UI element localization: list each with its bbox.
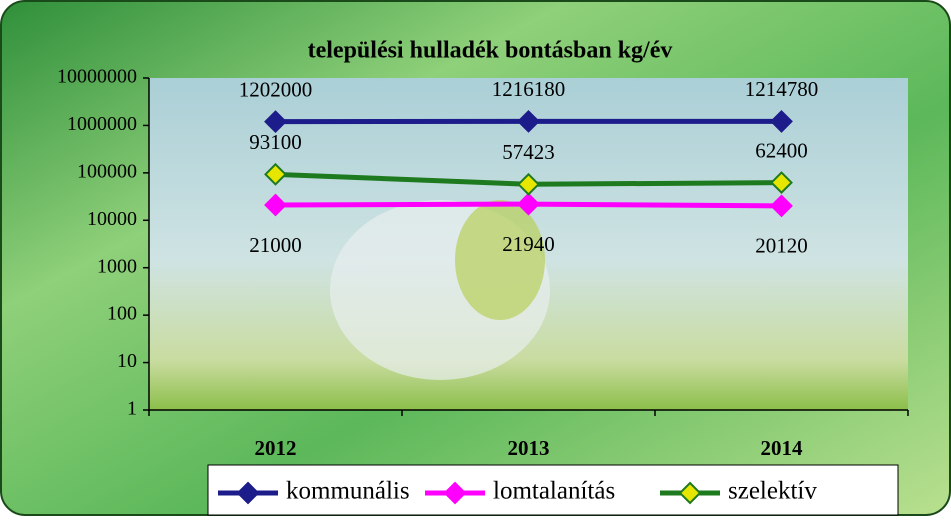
y-tick-label: 10 xyxy=(117,350,137,372)
data-label: 1214780 xyxy=(745,77,819,101)
legend-label: lomtalanítás xyxy=(493,478,615,505)
x-tick-label: 2014 xyxy=(761,436,804,460)
y-tick-label: 1000 xyxy=(97,255,137,277)
data-label: 1202000 xyxy=(239,77,313,101)
data-label: 21940 xyxy=(502,232,555,256)
legend-label: szelektív xyxy=(728,478,817,505)
y-tick-label: 100000 xyxy=(77,160,137,182)
y-tick-label: 1000000 xyxy=(67,113,137,135)
chart-title: települési hulladék bontásban kg/év xyxy=(308,38,673,64)
x-tick-label: 2012 xyxy=(255,436,297,460)
data-label: 1216180 xyxy=(492,77,566,101)
chart: települési hulladék bontásban kg/év 1 10 1… xyxy=(0,0,951,516)
y-tick-label: 100 xyxy=(107,303,137,325)
x-tick-label: 2013 xyxy=(508,436,550,460)
legend-label: kommunális xyxy=(286,478,410,505)
data-label: 20120 xyxy=(755,234,808,258)
data-label: 57423 xyxy=(502,140,555,164)
data-label: 93100 xyxy=(249,130,302,154)
data-label: 62400 xyxy=(755,138,808,162)
y-tick-label: 1 xyxy=(127,398,137,420)
data-label: 21000 xyxy=(249,233,302,257)
y-tick-label: 10000000 xyxy=(57,66,137,88)
y-tick-label: 10000 xyxy=(87,208,137,230)
decoration xyxy=(455,200,545,320)
